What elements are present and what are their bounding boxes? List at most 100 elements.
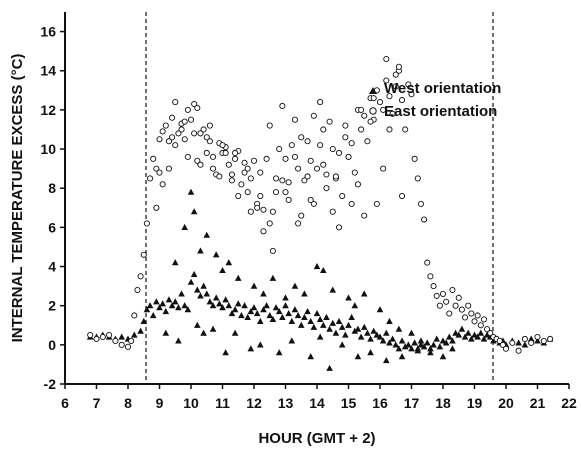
east-point [257, 169, 264, 176]
west-point [411, 339, 418, 346]
west-point [392, 341, 400, 348]
west-point [143, 306, 151, 313]
west-point [354, 353, 362, 360]
east-point [461, 314, 469, 321]
east-point [465, 302, 472, 309]
east-point [282, 155, 289, 162]
west-point [468, 335, 475, 342]
east-point [241, 159, 248, 166]
east-point [124, 343, 132, 350]
west-point [291, 282, 299, 289]
east-point [367, 118, 374, 125]
east-point [241, 169, 248, 176]
west-point [187, 188, 195, 195]
east-point [449, 286, 456, 294]
east-point [348, 140, 355, 147]
west-point [212, 251, 220, 258]
east-point [260, 228, 267, 235]
west-point [219, 304, 226, 311]
west-point [389, 335, 396, 342]
west-point [159, 300, 166, 307]
east-point [395, 63, 402, 70]
west-point [414, 345, 422, 352]
east-point [156, 169, 163, 176]
east-point [392, 71, 399, 78]
east-point [298, 134, 305, 141]
west-point [439, 353, 447, 360]
east-point [165, 138, 172, 145]
west-point [480, 335, 488, 342]
west-point [225, 302, 233, 309]
east-point [427, 273, 434, 280]
east-point [272, 189, 280, 196]
east-point [326, 118, 333, 125]
east-point [540, 337, 547, 344]
west-point [307, 353, 314, 360]
west-point [351, 302, 359, 309]
east-point [156, 136, 163, 143]
x-tick-label: 17 [404, 395, 420, 411]
east-point [443, 298, 450, 305]
west-point [395, 345, 403, 352]
west-point [225, 259, 233, 266]
east-point [238, 181, 245, 188]
east-point [389, 110, 396, 117]
east-point [143, 220, 150, 227]
y-tick-label: -2 [44, 376, 57, 392]
west-point [379, 337, 387, 344]
east-point [254, 204, 261, 211]
west-point [247, 308, 255, 315]
y-tick-label: 16 [40, 24, 56, 40]
west-point [439, 337, 447, 344]
west-point [383, 329, 390, 336]
east-point [335, 224, 343, 231]
legend: West orientation East orientation [369, 80, 501, 120]
east-point [228, 171, 235, 178]
east-point [298, 212, 305, 219]
east-point [194, 157, 201, 164]
east-point [209, 153, 217, 160]
east-point [380, 106, 387, 113]
west-point [307, 317, 314, 324]
east-point [455, 294, 462, 301]
east-point [424, 259, 431, 266]
west-point [156, 304, 163, 311]
west-point [527, 335, 535, 342]
west-point [471, 331, 478, 338]
y-tick-label: 10 [40, 141, 56, 157]
x-tick-label: 22 [561, 395, 577, 411]
west-point [348, 313, 355, 321]
west-point [477, 329, 485, 336]
west-point [417, 337, 425, 344]
west-point [216, 300, 223, 307]
east-point [332, 173, 339, 180]
west-point [301, 313, 308, 321]
east-point [169, 134, 176, 141]
x-tick-label: 13 [278, 395, 294, 411]
west-point [376, 306, 384, 313]
east-point [244, 165, 251, 172]
west-point [279, 313, 286, 321]
east-point [487, 330, 494, 337]
east-point [411, 155, 418, 162]
east-point [477, 322, 484, 329]
east-point [260, 206, 267, 213]
west-point [521, 341, 529, 348]
west-point [420, 343, 428, 350]
east-point [99, 333, 106, 341]
west-point [338, 323, 346, 330]
west-point [247, 345, 255, 352]
x-tick-label: 18 [435, 395, 451, 411]
east-point [468, 310, 475, 317]
east-point [547, 335, 554, 343]
east-point [307, 157, 314, 164]
east-point [313, 165, 321, 172]
west-point [398, 337, 406, 344]
east-point [345, 153, 352, 160]
west-point [417, 341, 425, 348]
east-point [191, 100, 198, 108]
east-point [181, 118, 188, 125]
east-point [307, 196, 314, 204]
east-point [358, 126, 365, 133]
